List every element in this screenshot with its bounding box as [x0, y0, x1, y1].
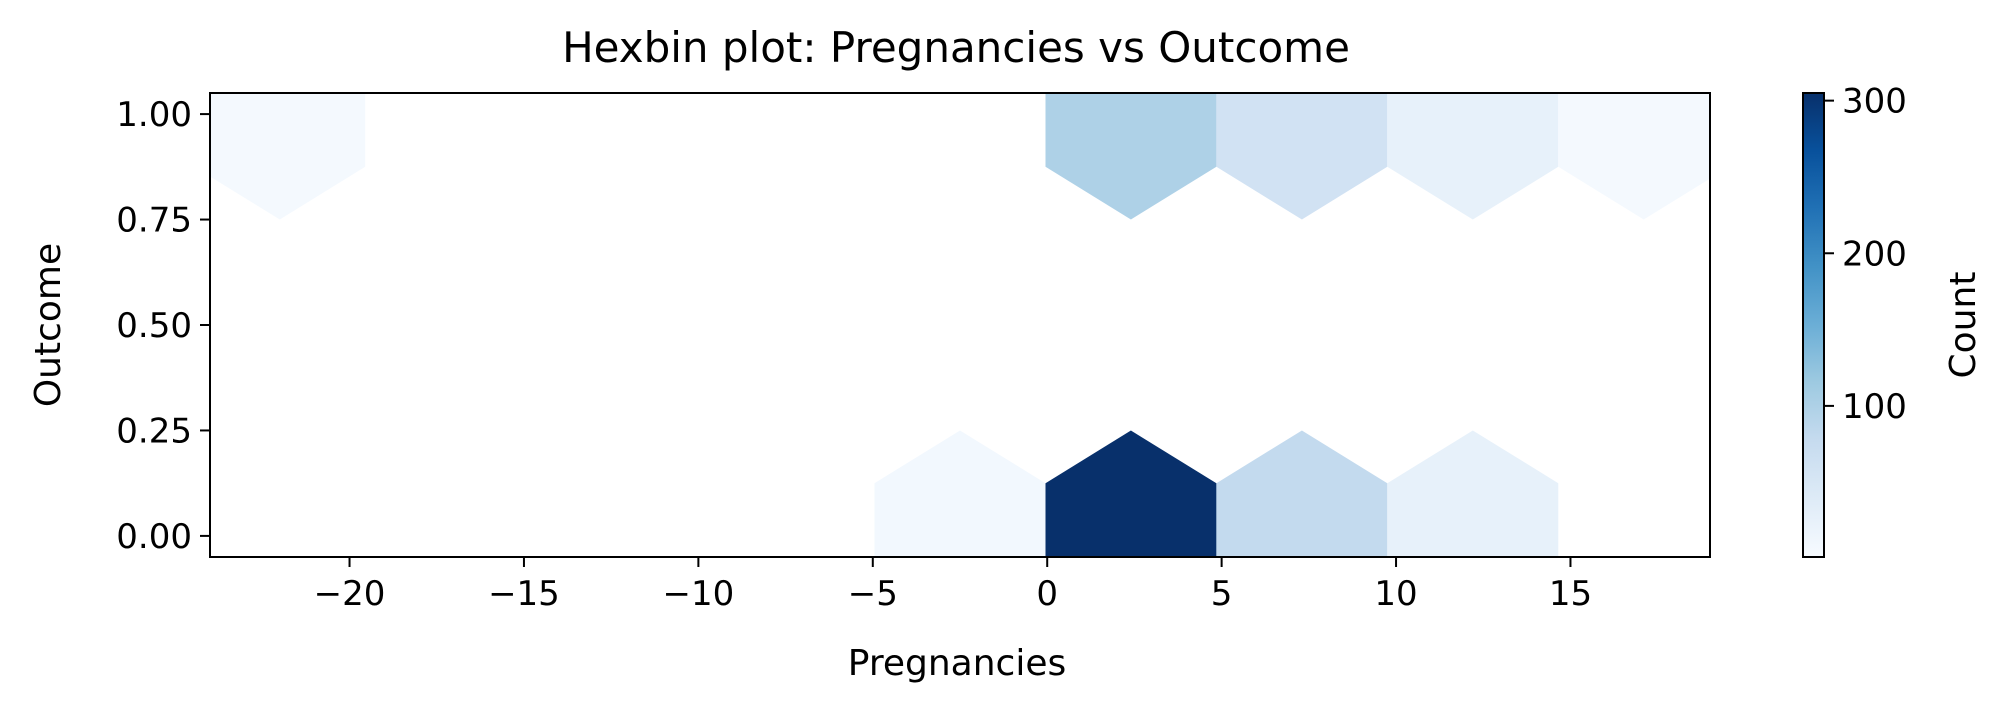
hexbin-cell-4 — [1558, 93, 1710, 220]
colorbar-label: Count — [1943, 272, 1984, 379]
hexbin-cell-0 — [210, 93, 366, 220]
y-axis-label: Outcome — [28, 243, 69, 407]
y-tick-label: 0.00 — [116, 517, 192, 557]
x-tick-label: −20 — [314, 574, 386, 614]
hexbin-cell-3 — [1387, 93, 1559, 220]
x-axis-ticks: −20 −15 −10 −5 0 5 10 15 — [314, 557, 1592, 614]
hexbin-cell-2 — [1216, 93, 1388, 220]
colorbar-tick-label: 300 — [1842, 82, 1907, 122]
hexbin-cell-1 — [1045, 93, 1217, 220]
x-tick-label: −15 — [488, 574, 560, 614]
x-tick-label: −10 — [662, 574, 734, 614]
colorbar-ticks: 100 200 300 — [1824, 82, 1907, 427]
y-tick-label: 0.25 — [116, 411, 192, 451]
colorbar — [1802, 92, 1825, 558]
x-tick-label: 15 — [1549, 574, 1592, 614]
x-tick-label: 10 — [1374, 574, 1417, 614]
x-tick-label: −5 — [848, 574, 898, 614]
hexbin-cell-5 — [874, 430, 1046, 557]
hexbin-cell-6 — [1045, 430, 1217, 557]
y-axis-ticks: 0.00 0.25 0.50 0.75 1.00 — [116, 95, 210, 557]
hexbin-cells — [210, 93, 1710, 557]
hexbin-cell-8 — [1387, 430, 1559, 557]
x-axis-label: Pregnancies — [848, 643, 1066, 684]
chart-title: Hexbin plot: Pregnancies vs Outcome — [562, 23, 1350, 72]
x-tick-label: 0 — [1036, 574, 1058, 614]
x-tick-label: 5 — [1211, 574, 1233, 614]
y-tick-label: 1.00 — [116, 95, 192, 135]
colorbar-tick-label: 100 — [1842, 387, 1907, 427]
colorbar-tick-label: 200 — [1842, 234, 1907, 274]
y-tick-label: 0.75 — [116, 201, 192, 241]
hexbin-cell-7 — [1216, 430, 1388, 557]
y-tick-label: 0.50 — [116, 306, 192, 346]
